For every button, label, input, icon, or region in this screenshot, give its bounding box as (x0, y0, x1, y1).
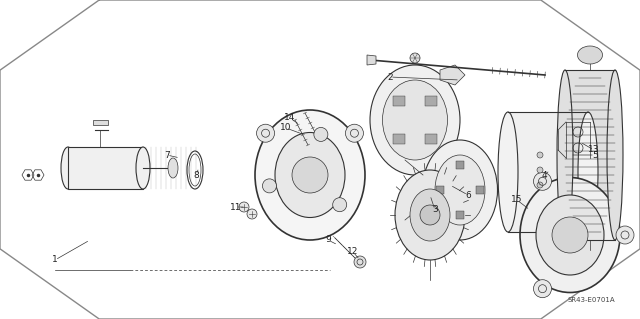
Bar (424, 96, 436, 106)
Ellipse shape (136, 147, 150, 189)
Text: 15: 15 (511, 196, 523, 204)
Text: 4: 4 (541, 170, 547, 180)
Text: 1: 1 (52, 256, 58, 264)
Ellipse shape (422, 140, 497, 240)
Circle shape (537, 167, 543, 173)
Bar (476, 186, 484, 194)
Ellipse shape (410, 189, 450, 241)
Ellipse shape (578, 112, 598, 232)
Circle shape (552, 217, 588, 253)
Bar (394, 96, 406, 106)
Ellipse shape (557, 70, 573, 240)
Ellipse shape (255, 110, 365, 240)
Circle shape (333, 198, 347, 212)
Polygon shape (440, 65, 465, 85)
Circle shape (257, 124, 275, 142)
Bar (93, 120, 108, 125)
Circle shape (247, 209, 257, 219)
Text: 7: 7 (164, 151, 170, 160)
Text: 8: 8 (193, 170, 199, 180)
Ellipse shape (395, 170, 465, 260)
Bar (394, 134, 406, 144)
Ellipse shape (498, 112, 518, 232)
Text: 10: 10 (280, 123, 292, 132)
Ellipse shape (168, 158, 178, 178)
Ellipse shape (61, 147, 75, 189)
Circle shape (534, 172, 552, 190)
Circle shape (314, 127, 328, 141)
Circle shape (354, 256, 366, 268)
Text: 6: 6 (465, 190, 471, 199)
Text: 11: 11 (230, 203, 242, 211)
Bar (456, 211, 464, 219)
Polygon shape (367, 55, 376, 65)
Ellipse shape (520, 177, 620, 293)
Bar (436, 186, 444, 194)
Circle shape (616, 226, 634, 244)
Bar (565, 70, 615, 240)
Text: 14: 14 (284, 114, 296, 122)
Text: 3: 3 (432, 205, 438, 214)
Circle shape (410, 53, 420, 63)
Text: 9: 9 (325, 235, 331, 244)
Text: 2: 2 (387, 72, 393, 81)
Circle shape (292, 157, 328, 193)
Ellipse shape (275, 132, 345, 218)
Circle shape (262, 179, 276, 193)
Text: 5: 5 (592, 151, 598, 160)
Bar (424, 134, 436, 144)
Ellipse shape (383, 80, 447, 160)
Text: 13: 13 (588, 145, 600, 154)
Ellipse shape (577, 46, 602, 64)
Bar (68, 147, 143, 189)
Bar (508, 112, 588, 232)
Ellipse shape (370, 65, 460, 175)
Bar (456, 161, 464, 169)
Ellipse shape (607, 70, 623, 240)
Circle shape (420, 205, 440, 225)
Ellipse shape (536, 195, 604, 275)
Text: SR43-E0701A: SR43-E0701A (568, 297, 615, 303)
Circle shape (537, 152, 543, 158)
Text: 12: 12 (348, 248, 358, 256)
Circle shape (534, 280, 552, 298)
Ellipse shape (435, 155, 485, 225)
Circle shape (346, 124, 364, 142)
Circle shape (537, 182, 543, 188)
Circle shape (239, 202, 249, 212)
